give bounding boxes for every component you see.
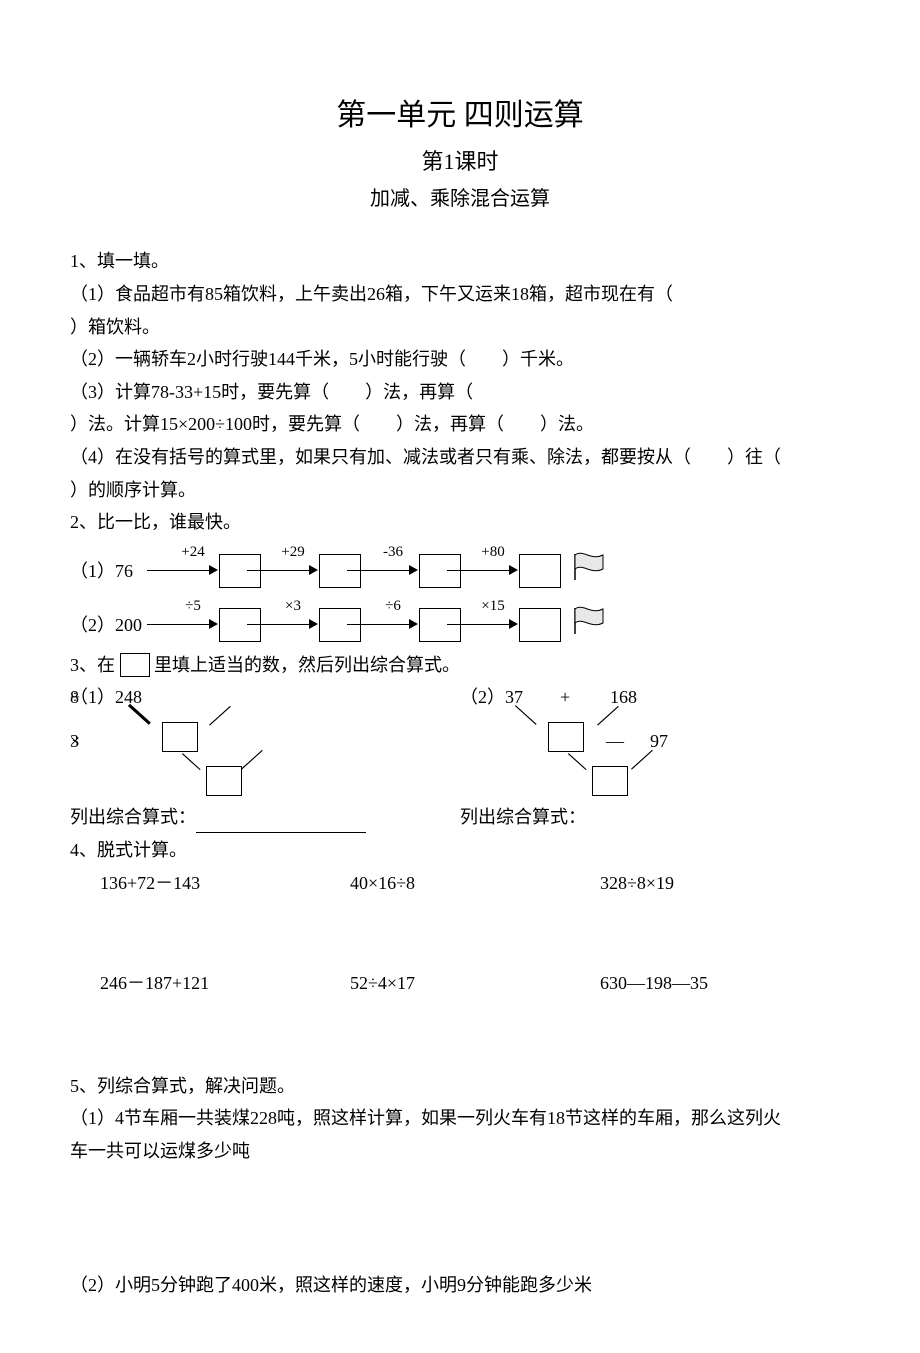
flow-op: ÷6	[373, 594, 413, 620]
q1-head: 1、填一填。	[70, 246, 850, 277]
q1-1a: （1）食品超市有85箱饮料，上午卖出26箱，下午又运来18箱，超市现在有（	[70, 279, 850, 310]
flow-box	[219, 608, 261, 642]
q3r-ans-label: 列出综合算式：	[460, 807, 586, 827]
q3l-n2: 3	[70, 726, 79, 757]
q3l-box2	[206, 766, 242, 796]
q1-3b: ）法。计算15×200÷100时，要先算（ ）法，再算（ ）法。	[70, 409, 850, 440]
arrow-head-icon	[509, 565, 518, 575]
flow-box	[419, 608, 461, 642]
flow-box	[519, 554, 561, 588]
q3l-ans-label: 列出综合算式：	[70, 807, 196, 827]
q4-r1-1: 136+72－143	[100, 868, 350, 899]
q3-tree-left: （1）248 ÷ 8 × 3	[70, 682, 330, 802]
flow-op: ×15	[473, 594, 513, 620]
q3r-answer-line: 列出综合算式：	[460, 802, 850, 833]
flow-op: +24	[173, 540, 213, 566]
q1-3a: （3）计算78-33+15时，要先算（ ）法，再算（	[70, 377, 850, 408]
flow-box	[319, 608, 361, 642]
flow-lead: （2）200	[70, 610, 142, 641]
flow-op: +29	[273, 540, 313, 566]
arrow-head-icon	[209, 565, 218, 575]
arrow-line	[147, 624, 211, 625]
arrow-line	[447, 624, 511, 625]
q1-2: （2）一辆轿车2小时行驶144千米，5小时能行驶（ ）千米。	[70, 344, 850, 375]
flow-op: +80	[473, 540, 513, 566]
arrow-line	[247, 570, 311, 571]
flow-op: -36	[373, 540, 413, 566]
flag-icon	[573, 606, 609, 636]
q4-r1-3: 328÷8×19	[600, 868, 850, 899]
q3r-plus: +	[560, 682, 570, 713]
blank-box-icon	[120, 653, 150, 677]
arrow-head-icon	[509, 619, 518, 629]
flag-icon	[573, 552, 609, 582]
flow-box	[419, 554, 461, 588]
q4-head: 4、脱式计算。	[70, 835, 850, 866]
arrow-line	[347, 624, 411, 625]
q1-1b: ）箱饮料。	[70, 312, 850, 343]
underline	[196, 832, 366, 833]
q4-r2-2: 52÷4×17	[350, 968, 600, 999]
q3r-label: （2）37	[460, 682, 523, 713]
q4-r1-2: 40×16÷8	[350, 868, 600, 899]
q5-2: （2）小明5分钟跑了400米，照这样的速度，小明9分钟能跑多少米	[70, 1270, 850, 1301]
q5-1a: （1）4节车厢一共装煤228吨，照这样计算，如果一列火车有18节这样的车厢，那么…	[70, 1103, 850, 1134]
q4-r2-3: 630—198—35	[600, 968, 850, 999]
arrow-line	[147, 570, 211, 571]
q3r-box1	[548, 722, 584, 752]
unit-title: 第一单元 四则运算	[70, 90, 850, 141]
flow-op: ÷5	[173, 594, 213, 620]
q4-r2-1: 246－187+121	[100, 968, 350, 999]
q3l-box1	[162, 722, 198, 752]
q3-tree-right: （2）37 + 168 — 97	[460, 682, 720, 802]
q2-head: 2、比一比，谁最快。	[70, 507, 850, 538]
arrow-head-icon	[409, 619, 418, 629]
q3r-box2	[592, 766, 628, 796]
flow-lead: （1）76	[70, 556, 133, 587]
arrow-head-icon	[309, 565, 318, 575]
q5-head: 5、列综合算式，解决问题。	[70, 1071, 850, 1102]
q3-head: 3、在 里填上适当的数，然后列出综合算式。	[70, 650, 850, 681]
arrow-head-icon	[309, 619, 318, 629]
q3-head-a: 3、在	[70, 655, 115, 675]
arrow-line	[347, 570, 411, 571]
q3l-n1: 8	[70, 682, 79, 713]
topic-title: 加减、乘除混合运算	[70, 182, 850, 216]
flow-box	[519, 608, 561, 642]
q5-1b: 车一共可以运煤多少吨	[70, 1136, 850, 1167]
q1-4a: （4）在没有括号的算式里，如果只有加、减法或者只有乘、除法，都要按从（ ）往（	[70, 442, 850, 473]
q3l-answer-line: 列出综合算式：	[70, 802, 460, 833]
arrow-head-icon	[409, 565, 418, 575]
q2-row1: （1）76 +24 +29 -36 +80	[70, 542, 850, 592]
lesson-title: 第1课时	[70, 143, 850, 180]
arrow-line	[247, 624, 311, 625]
q3r-n2: 97	[650, 726, 668, 757]
flow-box	[319, 554, 361, 588]
flow-box	[219, 554, 261, 588]
arrow-head-icon	[209, 619, 218, 629]
flow-op: ×3	[273, 594, 313, 620]
q1-4b: ）的顺序计算。	[70, 475, 850, 506]
q3-head-b: 里填上适当的数，然后列出综合算式。	[154, 655, 460, 675]
q3r-minus: —	[606, 726, 624, 757]
q2-row2: （2）200 ÷5 ×3 ÷6 ×15	[70, 596, 850, 646]
arrow-line	[447, 570, 511, 571]
